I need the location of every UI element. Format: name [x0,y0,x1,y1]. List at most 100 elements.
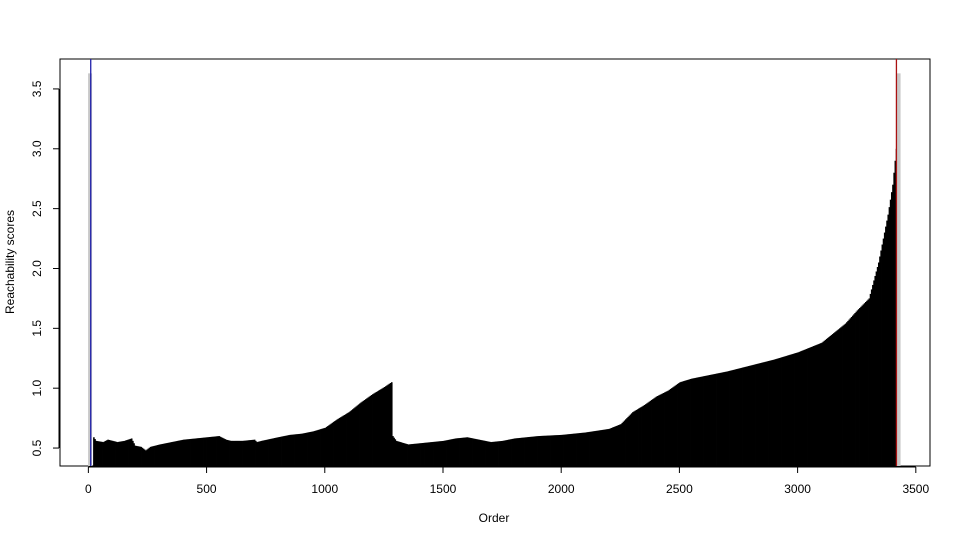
reachability-bar [843,324,846,466]
reachability-bar [374,392,377,466]
reachability-bar [253,439,256,466]
reachability-bar [367,397,369,466]
reachability-bar [679,382,681,466]
reachability-bar [500,440,503,466]
reachability-bar [370,395,373,466]
reachability-bar [119,441,121,466]
reachability-bar [276,437,278,466]
reachability-bar [568,434,570,466]
reachability-bar [577,433,580,466]
reachability-bar [771,360,774,466]
reachability-bar [245,440,248,466]
reachability-bar [781,357,783,466]
reachability-bar [647,402,650,466]
reachability-bar [665,391,667,466]
reachability-bar [394,439,397,466]
reachability-bar [658,395,660,466]
reachability-bar [96,441,99,466]
reachability-bar [690,378,692,466]
reachability-bar [463,437,465,466]
reachability-bar [778,358,781,466]
reachability-bar [526,437,529,466]
reachability-bar [327,426,329,466]
reachability-bar [716,373,718,466]
reachability-bar [599,430,601,466]
reachability-bar [180,440,183,466]
reachability-bar [133,443,135,466]
reachability-bar [799,351,802,466]
reachability-bar [331,422,334,466]
reachability-bar [200,437,203,466]
reachability-bar [373,393,375,466]
reachability-bar [593,431,595,466]
reachability-bar [772,359,775,466]
reachability-bar [724,371,726,466]
reachability-bar [544,435,547,466]
reachability-bar [221,437,224,466]
reachability-bar [471,438,473,466]
reachability-bar [883,232,886,466]
reachability-bar [775,359,777,466]
reachability-bar [882,238,885,466]
reachability-bar [493,441,496,466]
reachability-bar [708,375,711,466]
reachability-bar [233,440,236,466]
reachability-bar [438,441,440,466]
reachability-bar [310,431,313,466]
reachability-bar [829,336,832,466]
reachability-bar [523,437,525,466]
reachability-bar [408,444,411,466]
reachability-bar [856,310,859,466]
reachability-bar [756,363,758,466]
reachability-bar [298,433,301,466]
reachability-bar [622,421,625,466]
reachability-bar [138,446,140,466]
reachability-bar [268,439,270,466]
reachability-bar [869,293,872,466]
reachability-bar [344,414,347,466]
reachability-bar [152,446,154,466]
reachability-bar [151,446,153,466]
reachability-bar [478,439,481,466]
reachability-bar [698,377,700,466]
reachability-bar [354,407,356,466]
reachability-bar [142,448,145,466]
reachability-bar [269,439,271,466]
reachability-bar [581,432,583,466]
y-axis-label: Reachability scores [3,210,17,314]
reachability-bar [149,446,152,466]
reachability-bar [641,406,644,466]
reachability-bar [193,438,196,466]
reachability-bar [713,374,716,466]
y-tick-label: 3.0 [30,140,44,157]
reachability-bar [272,438,275,466]
reachability-bar [190,438,192,466]
reachability-bar [854,313,856,466]
reachability-bar [262,440,264,466]
reachability-bar [580,432,582,466]
reachability-bar [171,442,173,466]
reachability-bar [573,433,575,466]
reachability-bar [664,392,666,466]
reachability-bar [388,383,391,466]
reachability-bar [685,380,687,466]
reachability-bar [747,366,750,466]
reachability-bar [117,441,120,466]
reachability-bar [97,441,100,466]
reachability-bar [309,432,311,466]
reachability-bar [422,442,425,466]
reachability-bar [755,364,757,466]
reachability-bar [675,384,678,466]
reachability-bar [610,427,613,466]
reachability-bar [574,433,576,466]
reachability-bar [513,438,516,466]
reachability-bar [594,431,596,466]
reachability-bar [726,371,729,466]
reachability-bar [687,379,690,466]
reachability-bar [239,440,242,466]
reachability-bar [203,437,205,466]
reachability-bar [100,441,102,466]
reachability-bar [773,359,776,466]
reachability-bar [385,386,387,466]
reachability-bar [831,334,834,466]
